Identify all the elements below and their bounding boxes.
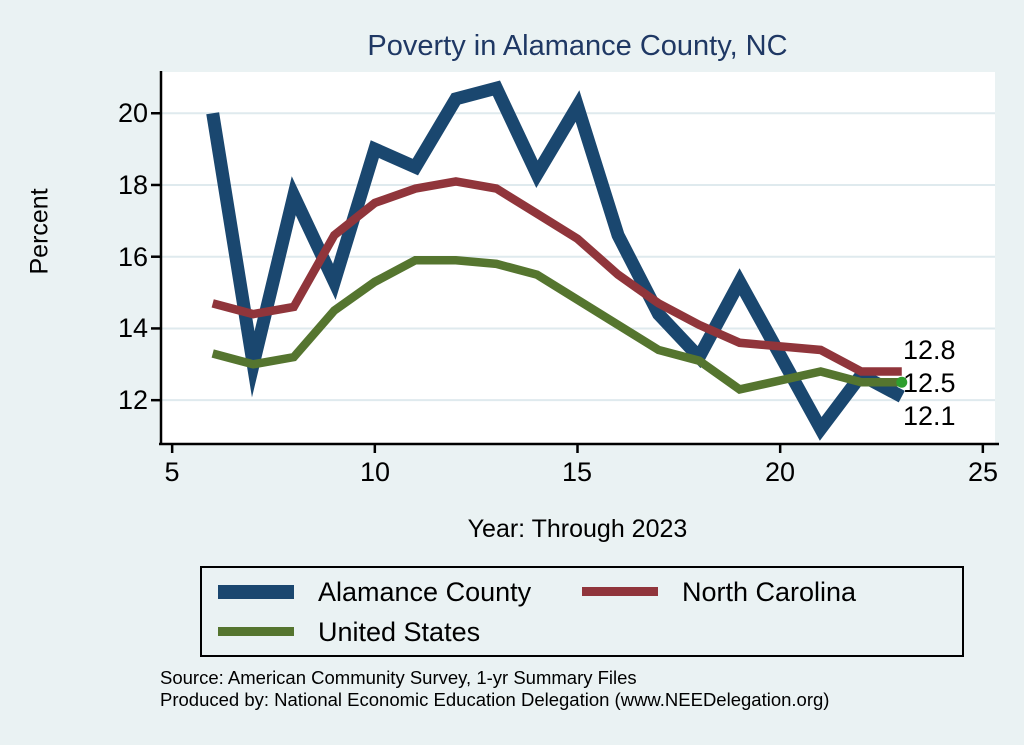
legend-item-north-carolina: North Carolina: [582, 577, 946, 607]
y-axis-title: Percent: [25, 188, 54, 275]
produced-by-line: Produced by: National Economic Education…: [160, 688, 830, 710]
legend-label-north-carolina: North Carolina: [682, 576, 857, 607]
y-tick-label-14: 14: [117, 313, 148, 343]
legend-item-united-states: United States: [218, 617, 582, 647]
x-tick-label-15: 15: [561, 457, 593, 487]
legend-swatch-north-carolina: [582, 587, 658, 596]
legend-item-alamance: Alamance County: [218, 577, 582, 607]
end-value-label-alamance: 12.1: [903, 401, 956, 431]
legend-label-united-states: United States: [318, 616, 481, 647]
x-tick-label-25: 25: [967, 457, 999, 487]
end-value-label-north-carolina: 12.8: [903, 335, 956, 365]
line-chart: [151, 71, 999, 453]
source-line: Source: American Community Survey, 1-yr …: [160, 667, 637, 688]
y-tick-label-20: 20: [117, 98, 148, 128]
plot-area: [151, 71, 999, 453]
legend-label-alamance: Alamance County: [318, 576, 532, 607]
legend-box: Alamance County North Carolina United St…: [200, 566, 964, 657]
x-tick-label-5: 5: [164, 457, 180, 487]
x-tick-label-20: 20: [764, 457, 796, 487]
x-tick-label-10: 10: [359, 457, 391, 487]
legend-swatch-alamance: [218, 584, 294, 599]
chart-title: Poverty in Alamance County, NC: [367, 30, 788, 62]
end-value-label-united-states: 12.5: [903, 368, 956, 398]
x-axis-title: Year: Through 2023: [467, 515, 688, 543]
source-notes: Source: American Community Survey, 1-yr …: [160, 667, 1000, 710]
legend-swatch-united-states: [218, 627, 294, 636]
y-tick-label-16: 16: [117, 242, 148, 272]
y-tick-label-18: 18: [117, 170, 148, 200]
y-tick-label-12: 12: [117, 385, 148, 415]
